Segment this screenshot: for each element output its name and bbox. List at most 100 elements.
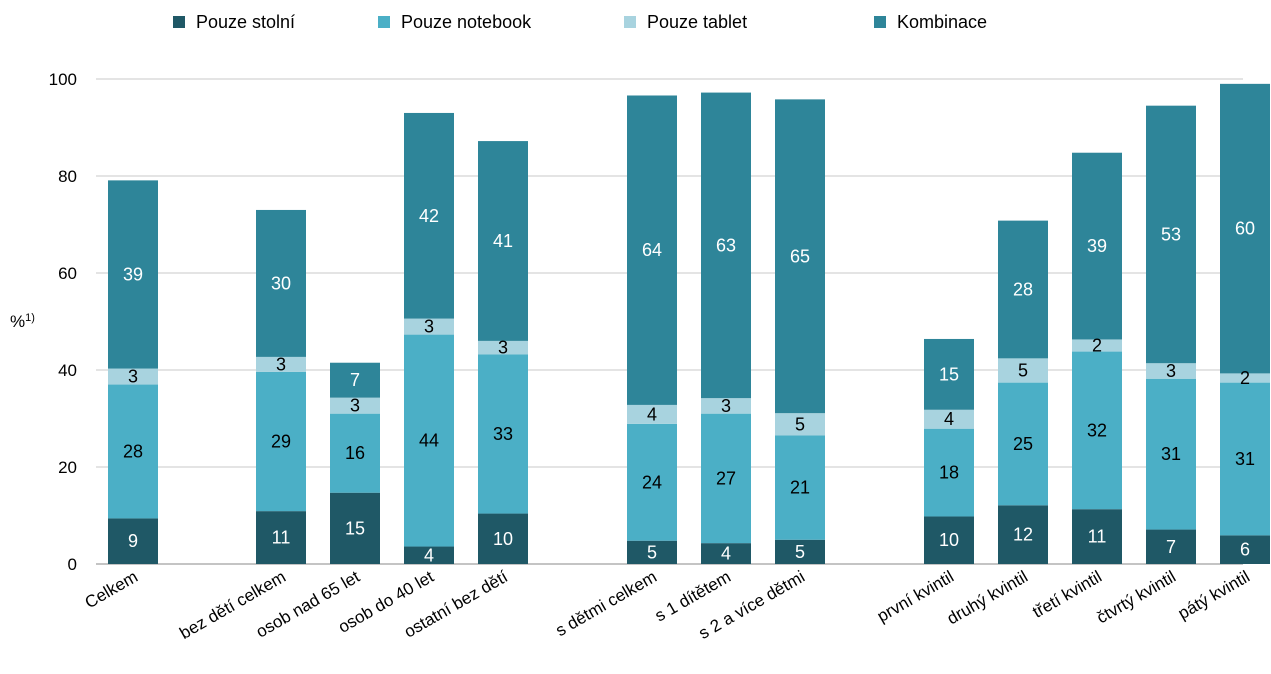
legend-swatch [378,16,390,28]
data-label: 24 [642,472,662,492]
bar-segment [701,398,751,414]
bar-segment [924,428,974,517]
bar-segment [256,371,306,512]
bar-segment [775,435,825,540]
legend-label: Pouze notebook [401,12,532,32]
data-label: 28 [1013,279,1033,299]
data-label: 7 [350,370,360,390]
data-label: 65 [790,246,810,266]
bars [108,83,1270,564]
bar-segment [256,511,306,564]
bar-segment [627,95,677,405]
legend-label: Pouze tablet [647,12,747,32]
data-label: 4 [424,545,434,565]
bar-segment [924,338,974,410]
bar-segment [1220,535,1270,564]
bar-segment [404,334,454,547]
bar-segment [1220,83,1270,374]
data-label: 7 [1166,537,1176,557]
bar-segment [404,112,454,319]
data-label: 4 [944,409,954,429]
data-labels: 9283391129330151637444342103334152446442… [123,206,1255,566]
legend-swatch [173,16,185,28]
bar-segment [1146,378,1196,530]
data-label: 6 [1240,540,1250,560]
data-label: 4 [647,404,657,424]
y-axis-label: %1) [10,312,35,331]
x-category-label: čtvrtý kvintil [1093,567,1179,627]
x-category-label: třetí kvintil [1029,567,1105,622]
y-tick-label: 60 [58,264,77,283]
bar-segment [404,318,454,335]
legend-swatch [874,16,886,28]
data-label: 53 [1161,224,1181,244]
legend-label: Pouze stolní [196,12,295,32]
data-label: 25 [1013,434,1033,454]
data-label: 63 [716,235,736,255]
bar-segment [404,546,454,564]
x-category-label: Celkem [82,567,141,612]
data-label: 12 [1013,525,1033,545]
data-label: 3 [424,317,434,337]
y-tick-label: 80 [58,167,77,186]
bar-segment [701,543,751,564]
x-category-label: pátý kvintil [1175,567,1253,623]
data-label: 10 [939,530,959,550]
bar-segment [998,220,1048,359]
data-label: 33 [493,424,513,444]
x-category-label: druhý kvintil [944,567,1031,628]
legend-swatch [624,16,636,28]
data-label: 10 [493,529,513,549]
x-category-label: první kvintil [874,567,957,626]
data-label: 11 [1088,527,1107,547]
data-label: 29 [271,432,291,452]
bar-segment [627,423,677,541]
bar-segment [1146,105,1196,364]
bar-segment [108,180,158,369]
bar-segment [256,356,306,372]
bar-segment [627,404,677,424]
data-label: 16 [345,443,365,463]
bar-segment [1072,339,1122,352]
y-tick-label: 20 [58,458,77,477]
bar-segment [701,92,751,399]
bar-segment [256,209,306,357]
data-label: 44 [419,431,439,451]
bar-segment [1220,382,1270,536]
data-label: 39 [123,264,143,284]
bar-segment [1072,351,1122,510]
data-label: 3 [721,396,731,416]
data-label: 11 [272,528,291,548]
data-label: 41 [493,231,513,251]
bar-segment [108,368,158,385]
data-label: 5 [647,542,657,562]
bar-segment [108,518,158,564]
bar-segment [998,382,1048,506]
data-label: 31 [1161,444,1181,464]
bar-segment [1146,529,1196,564]
legend-label: Kombinace [897,12,987,32]
y-tick-label: 40 [58,361,77,380]
bar-segment [330,413,380,493]
y-tick-label: 0 [68,555,77,574]
data-label: 5 [795,414,805,434]
bar-segment [330,397,380,414]
data-label: 3 [498,338,508,358]
bar-segment [1220,373,1270,383]
bar-segment [330,492,380,564]
data-label: 5 [1018,360,1028,380]
data-label: 15 [345,518,365,538]
bar-segment [775,99,825,414]
bar-segment [775,539,825,564]
data-label: 42 [419,206,439,226]
bar-segment [478,340,528,355]
data-label: 3 [276,354,286,374]
bar-segment [478,513,528,564]
data-label: 9 [128,531,138,551]
data-label: 3 [1166,361,1176,381]
bar-segment [1146,363,1196,379]
data-label: 39 [1087,236,1107,256]
data-label: 18 [939,463,959,483]
